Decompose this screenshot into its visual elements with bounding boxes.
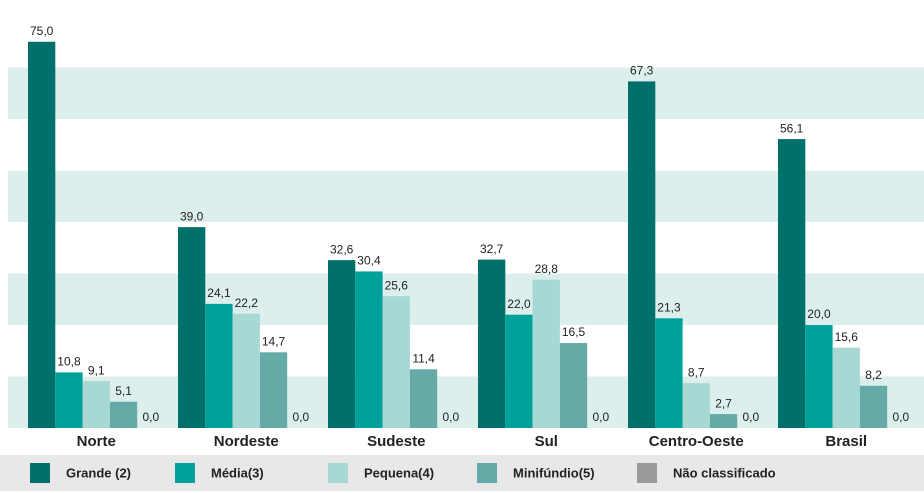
x-tick-label: Sul xyxy=(535,433,558,450)
legend-swatch xyxy=(637,463,657,483)
data-label: 5,1 xyxy=(115,384,132,398)
x-tick-label: Norte xyxy=(77,433,116,450)
data-label: 10,8 xyxy=(57,355,81,369)
x-tick-label: Centro-Oeste xyxy=(649,433,744,450)
legend-label: Grande (2) xyxy=(66,465,131,480)
data-label: 75,0 xyxy=(30,24,54,38)
data-label: 14,7 xyxy=(262,334,286,348)
data-label: 30,4 xyxy=(357,254,381,268)
data-label: 0,0 xyxy=(893,410,910,424)
data-label: 32,6 xyxy=(330,242,354,256)
grid-band xyxy=(8,170,924,222)
data-label: 9,1 xyxy=(88,363,105,377)
grid-band xyxy=(8,325,924,377)
data-label: 28,8 xyxy=(535,262,559,276)
data-label: 25,6 xyxy=(385,278,409,292)
data-label: 11,4 xyxy=(412,351,435,365)
x-tick-label: Brasil xyxy=(825,433,867,450)
grid-band xyxy=(8,119,924,171)
bar xyxy=(259,352,288,428)
bar xyxy=(109,401,138,428)
x-tick-label: Nordeste xyxy=(214,433,279,450)
data-label: 0,0 xyxy=(143,410,160,424)
bar xyxy=(682,383,710,428)
bar xyxy=(55,372,83,428)
bar xyxy=(559,343,588,428)
legend-background xyxy=(0,455,924,491)
bar xyxy=(328,260,356,428)
bar xyxy=(355,271,383,428)
bar xyxy=(532,279,560,428)
data-label: 16,5 xyxy=(562,325,586,339)
data-label: 56,1 xyxy=(780,121,804,135)
data-label: 67,3 xyxy=(630,64,654,78)
legend-swatch xyxy=(328,463,348,483)
data-label: 0,0 xyxy=(743,410,760,424)
legend-label: Minifúndio(5) xyxy=(513,465,595,480)
data-label: 39,0 xyxy=(180,209,204,223)
grid-band xyxy=(8,273,924,325)
bar xyxy=(832,347,860,428)
data-label: 0,0 xyxy=(293,410,310,424)
bar xyxy=(505,314,533,428)
data-label: 15,6 xyxy=(835,330,859,344)
bar xyxy=(178,227,206,428)
grid-band xyxy=(8,16,924,68)
top-band xyxy=(8,0,924,16)
bar xyxy=(28,41,56,428)
x-tick-label: Sudeste xyxy=(367,433,425,450)
data-label: 22,2 xyxy=(235,296,259,310)
bar xyxy=(709,414,738,428)
grid-band xyxy=(8,376,924,428)
bar xyxy=(805,325,833,428)
data-label: 21,3 xyxy=(657,300,681,314)
bar xyxy=(82,381,110,428)
bar xyxy=(478,259,506,428)
grid-band xyxy=(8,67,924,119)
legend-swatch xyxy=(477,463,497,483)
bar xyxy=(655,318,683,428)
grid-band xyxy=(8,222,924,274)
bar xyxy=(409,369,438,428)
bar xyxy=(778,139,806,428)
data-label: 2,7 xyxy=(715,396,732,410)
data-label: 22,0 xyxy=(507,297,531,311)
legend-swatch xyxy=(175,463,195,483)
data-label: 8,7 xyxy=(688,365,705,379)
data-label: 8,2 xyxy=(865,368,882,382)
bar xyxy=(859,385,888,428)
legend-label: Pequena(4) xyxy=(364,465,434,480)
data-label: 0,0 xyxy=(593,410,610,424)
bar xyxy=(205,303,233,428)
data-label: 20,0 xyxy=(807,307,831,321)
data-label: 32,7 xyxy=(480,242,504,256)
legend-label: Média(3) xyxy=(211,465,264,480)
bar xyxy=(382,296,410,428)
bar xyxy=(232,313,260,428)
bar xyxy=(628,81,656,428)
data-label: 0,0 xyxy=(443,410,460,424)
legend-label: Não classificado xyxy=(673,465,776,480)
legend-swatch xyxy=(30,463,50,483)
data-label: 24,1 xyxy=(207,286,231,300)
